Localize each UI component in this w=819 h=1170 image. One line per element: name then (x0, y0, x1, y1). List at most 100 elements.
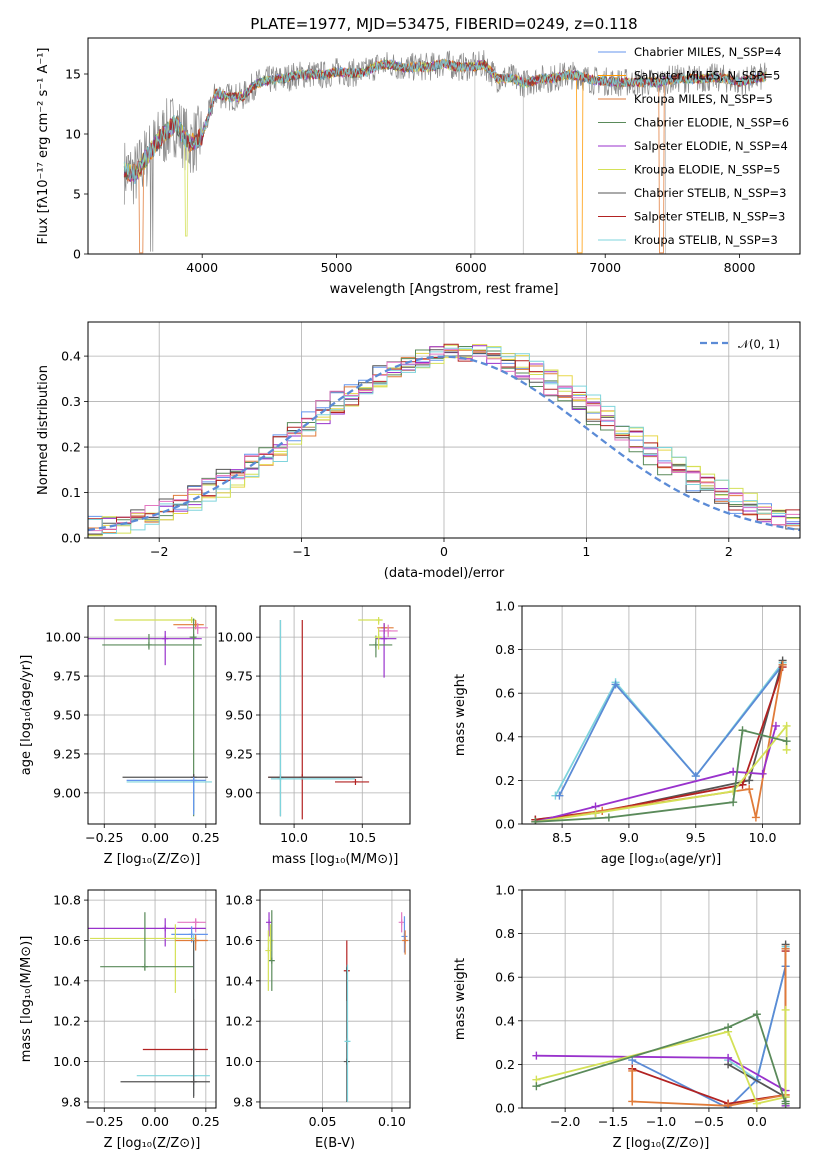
errorbar-point (162, 635, 169, 642)
y-tick-label: 9.50 (225, 708, 253, 723)
plot-area-age_vs_Z (88, 616, 212, 817)
weight-line-6 (535, 723, 788, 823)
gaussian-reference (88, 355, 800, 532)
y-tick-label: 10 (65, 127, 81, 142)
y-tick-label: 9.8 (61, 1094, 81, 1109)
weight-marker (758, 769, 767, 778)
panel-age_vs_mass: 10.0 10.5 9.00 9.25 9.50 9.75 10.00 mass [log₁₀… (217, 605, 411, 867)
x-axis-label: Z [log₁₀(Z/Z⊙)] (104, 1136, 201, 1151)
weight-marker (751, 813, 760, 822)
model-line-8 (123, 59, 767, 184)
weight-marker (782, 737, 791, 746)
weight-marker (691, 772, 700, 781)
y-tick-label: 0.8 (495, 926, 515, 941)
weight-marker (532, 1051, 541, 1060)
y-tick-label: 1.0 (495, 883, 515, 898)
panel-residuals: −2 −1 0 1 2 0.0 0.1 0.2 0.3 0.4 (data-model)/error… (36, 321, 801, 581)
x-tick-label: 9.5 (686, 830, 706, 845)
x-tick-label: 4000 (186, 260, 218, 275)
weight-marker (611, 680, 620, 689)
plot-area-mass_vs_EBV (265, 910, 409, 1102)
panel-mass_vs_Z: −0.25 0.00 0.25 9.8 10.0 10.2 10.4 10.6 10.8 Z [l… (19, 889, 220, 1151)
weight-marker (738, 726, 747, 735)
x-tick-label: 9.0 (619, 830, 639, 845)
y-tick-label: 9.25 (225, 746, 253, 761)
x-tick-label: 10.0 (280, 830, 308, 845)
x-tick-label: 0.00 (141, 1114, 169, 1129)
weight-marker (604, 813, 613, 822)
x-axis-label: Z [log₁₀(Z/Z⊙)] (613, 1136, 710, 1151)
errorbar-point (266, 919, 273, 926)
y-tick-label: 10.4 (53, 973, 81, 988)
errorbar-point (265, 947, 272, 954)
legend-label: Kroupa ELODIE, N_SSP=5 (634, 163, 780, 177)
y-tick-label: 10.00 (217, 630, 253, 645)
panel-mass_vs_EBV: 0.05 0.10 9.8 10.0 10.2 10.4 10.6 10.8 E(B-V) (225, 889, 411, 1151)
weight-marker (745, 785, 754, 794)
errorbar-point (194, 624, 201, 631)
weight-marker (752, 1099, 761, 1108)
x-tick-label: 0.0 (747, 1114, 767, 1129)
x-tick-label: 0.25 (192, 1114, 220, 1129)
y-tick-label: 9.75 (53, 669, 81, 684)
axes-frame (521, 605, 801, 825)
y-axis-label: mass [log₁₀(M/M⊙)] (19, 936, 34, 1063)
legend-label: Chabrier ELODIE, N_SSP=6 (634, 116, 789, 130)
y-axis-label: age [log₁₀(age/yr)] (19, 655, 34, 776)
errorbar-point (268, 957, 275, 964)
y-tick-label: 0.2 (495, 1057, 515, 1072)
legend-label: Salpeter ELODIE, N_SSP=4 (634, 139, 788, 153)
axes-frame (259, 889, 411, 1109)
weight-marker (724, 1023, 733, 1032)
y-tick-label: 0.6 (495, 686, 515, 701)
x-tick-label: 5000 (321, 260, 353, 275)
errorbar-point (375, 617, 382, 624)
y-tick-label: 10.2 (225, 1014, 253, 1029)
x-tick-label: 8000 (724, 260, 756, 275)
errorbar-point (375, 634, 382, 641)
weight-line-3 (535, 666, 784, 821)
x-tick-label: −1.5 (598, 1114, 628, 1129)
x-tick-label: 8.5 (552, 830, 572, 845)
axes-frame (87, 37, 801, 255)
x-axis-label: age [log₁₀(age/yr)] (601, 852, 722, 867)
weight-marker (782, 721, 791, 730)
y-tick-label: 0.4 (495, 1013, 515, 1028)
y-tick-label: 10.8 (225, 893, 253, 908)
axes-frame (259, 605, 411, 825)
y-axis-label: mass weight (453, 958, 468, 1040)
weight-marker (778, 660, 787, 669)
y-tick-label: 1.0 (495, 599, 515, 614)
errorbar-point (190, 634, 197, 641)
y-tick-label: 0.2 (495, 773, 515, 788)
plot-area-spectrum (123, 50, 767, 254)
errorbar-point (141, 963, 148, 970)
x-axis-label: wavelength [Angstrom, rest frame] (330, 282, 559, 297)
x-tick-label: 1 (582, 544, 590, 559)
y-tick-label: 0.2 (61, 440, 81, 455)
x-tick-label: −1.0 (646, 1114, 676, 1129)
x-tick-label: 0.05 (309, 1114, 337, 1129)
x-tick-label: −0.25 (85, 830, 123, 845)
errorbar-point (398, 919, 405, 926)
y-tick-label: 10.2 (53, 1014, 81, 1029)
errorbar-point (188, 931, 195, 938)
x-tick-label: 0.25 (192, 830, 220, 845)
x-tick-label: 10.0 (749, 830, 777, 845)
weight-marker (532, 1082, 541, 1091)
plot-area-weight_vs_age (531, 656, 791, 824)
legend-label: Chabrier STELIB, N_SSP=3 (634, 186, 786, 200)
panel-weight_vs_age: 8.5 9.0 9.5 10.0 0.0 0.2 0.4 0.6 0.8 1.0 age [log₁… (453, 599, 801, 867)
weight-marker (738, 780, 747, 789)
weight-marker (781, 1097, 790, 1106)
panel-spectrum: 4000 5000 6000 7000 8000 0 5 10 15 wavelength [An… (36, 37, 801, 297)
y-tick-label: 9.50 (53, 708, 81, 723)
errorbar-point (402, 937, 409, 944)
y-axis-label: mass weight (453, 674, 468, 756)
y-tick-label: 0.0 (495, 1101, 515, 1116)
errorbar-point (190, 777, 197, 784)
errorbar-point (344, 1038, 351, 1045)
errorbar-point (352, 778, 359, 785)
x-tick-label: 0.00 (141, 830, 169, 845)
